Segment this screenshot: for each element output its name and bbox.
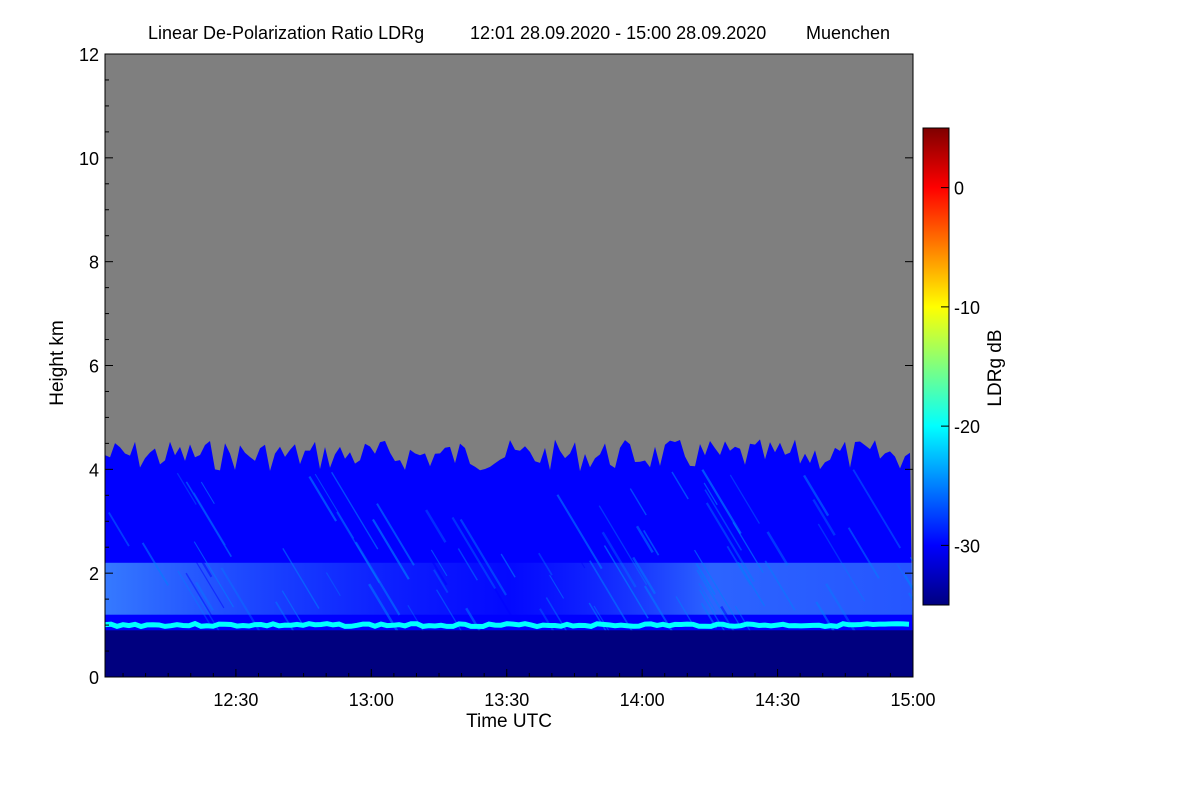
- fall-streak: [331, 471, 379, 550]
- fall-streak: [430, 549, 448, 577]
- fall-streak: [451, 516, 497, 590]
- fall-streak: [314, 473, 355, 539]
- y-axis-label: Height km: [47, 320, 68, 406]
- colorbar-label: LDRg dB: [985, 329, 1006, 406]
- fall-streak: [643, 530, 660, 556]
- fall-streak: [896, 564, 913, 592]
- fall-streak: [336, 511, 380, 584]
- fall-streak: [500, 553, 516, 578]
- fall-streak: [698, 583, 717, 612]
- y-tick-label: 4: [89, 460, 99, 480]
- fall-streak: [764, 560, 796, 611]
- x-tick-label: 14:30: [755, 690, 800, 710]
- fall-streak: [425, 509, 447, 543]
- y-tick-label: 6: [89, 357, 99, 377]
- fall-streak: [601, 531, 637, 588]
- fall-streak: [459, 518, 507, 596]
- x-axis-label: Time UTC: [466, 711, 552, 732]
- fall-streak: [376, 503, 415, 566]
- depolarization-band: [105, 620, 910, 630]
- y-tick-label: 8: [89, 253, 99, 273]
- fall-streak: [427, 529, 447, 560]
- colorbar-tick-label: -10: [954, 298, 980, 318]
- fall-streak: [701, 469, 742, 535]
- fall-streak: [598, 505, 648, 586]
- x-tick-label: 12:30: [213, 690, 258, 710]
- fall-streak: [281, 590, 304, 626]
- fall-streak: [729, 474, 760, 524]
- fall-streak: [737, 561, 766, 607]
- colorbar-tick-label: -30: [954, 536, 980, 556]
- fall-streak: [549, 574, 565, 599]
- chart-location: Muenchen: [806, 23, 890, 43]
- fall-streak: [671, 471, 689, 500]
- fall-streak: [632, 556, 657, 595]
- fall-streak: [695, 562, 716, 596]
- colorbar-tick-label: 0: [954, 179, 964, 199]
- y-tick-label: 2: [89, 564, 99, 584]
- fall-streak: [629, 488, 647, 516]
- fall-streak: [177, 570, 213, 629]
- fall-streak: [812, 498, 836, 536]
- fall-streak: [852, 469, 902, 549]
- surface-layer-region: [105, 630, 913, 677]
- fall-streak: [325, 572, 341, 597]
- fall-streak: [823, 521, 848, 560]
- fall-streak: [457, 548, 478, 581]
- fall-streak: [433, 569, 449, 594]
- colorbar: [922, 127, 950, 606]
- fall-streak: [185, 481, 232, 558]
- fall-streak: [817, 523, 866, 602]
- fall-streak: [766, 531, 789, 566]
- fall-streak: [703, 482, 718, 506]
- y-tick-label: 10: [79, 149, 99, 169]
- fall-streak: [189, 541, 213, 578]
- fall-streak: [694, 549, 740, 624]
- y-tick-label: 0: [89, 668, 99, 688]
- fall-streak: [803, 474, 830, 517]
- fall-streak: [538, 552, 553, 576]
- fall-streak: [635, 525, 654, 554]
- x-tick-label: 14:00: [620, 690, 665, 710]
- chart-title: Linear De-Polarization Ratio LDRg: [148, 23, 424, 43]
- y-tick-label: 12: [79, 45, 99, 65]
- fall-streak: [176, 472, 197, 505]
- fall-streak: [704, 489, 743, 551]
- fall-streak: [141, 542, 169, 586]
- fall-streak: [675, 596, 694, 626]
- fall-streak: [282, 547, 320, 609]
- fall-streak: [603, 545, 649, 619]
- fall-streak: [192, 555, 225, 609]
- fall-streak: [903, 574, 913, 591]
- fall-streak: [847, 527, 880, 579]
- fall-streak: [726, 545, 752, 586]
- fall-streak: [553, 516, 586, 569]
- fall-streak: [108, 512, 130, 547]
- fall-streak: [556, 494, 603, 570]
- x-tick-label: 13:30: [484, 690, 529, 710]
- fall-streak: [634, 470, 658, 506]
- fall-streak: [193, 492, 226, 546]
- fall-streak: [308, 476, 338, 522]
- colorbar-tick-label: -20: [954, 417, 980, 437]
- fall-streak: [193, 541, 234, 608]
- aerosol-layer-region: [105, 562, 913, 615]
- fall-streak: [705, 502, 755, 583]
- plot-area: [105, 54, 913, 677]
- fall-streak: [400, 509, 448, 586]
- x-tick-label: 15:00: [890, 690, 935, 710]
- x-tick-label: 13:00: [349, 690, 394, 710]
- fall-streak: [596, 491, 636, 555]
- fall-streak: [195, 581, 214, 611]
- chart-time-range: 12:01 28.09.2020 - 15:00 28.09.2020: [470, 23, 766, 43]
- fall-streak: [200, 481, 215, 505]
- fall-streak: [372, 518, 410, 580]
